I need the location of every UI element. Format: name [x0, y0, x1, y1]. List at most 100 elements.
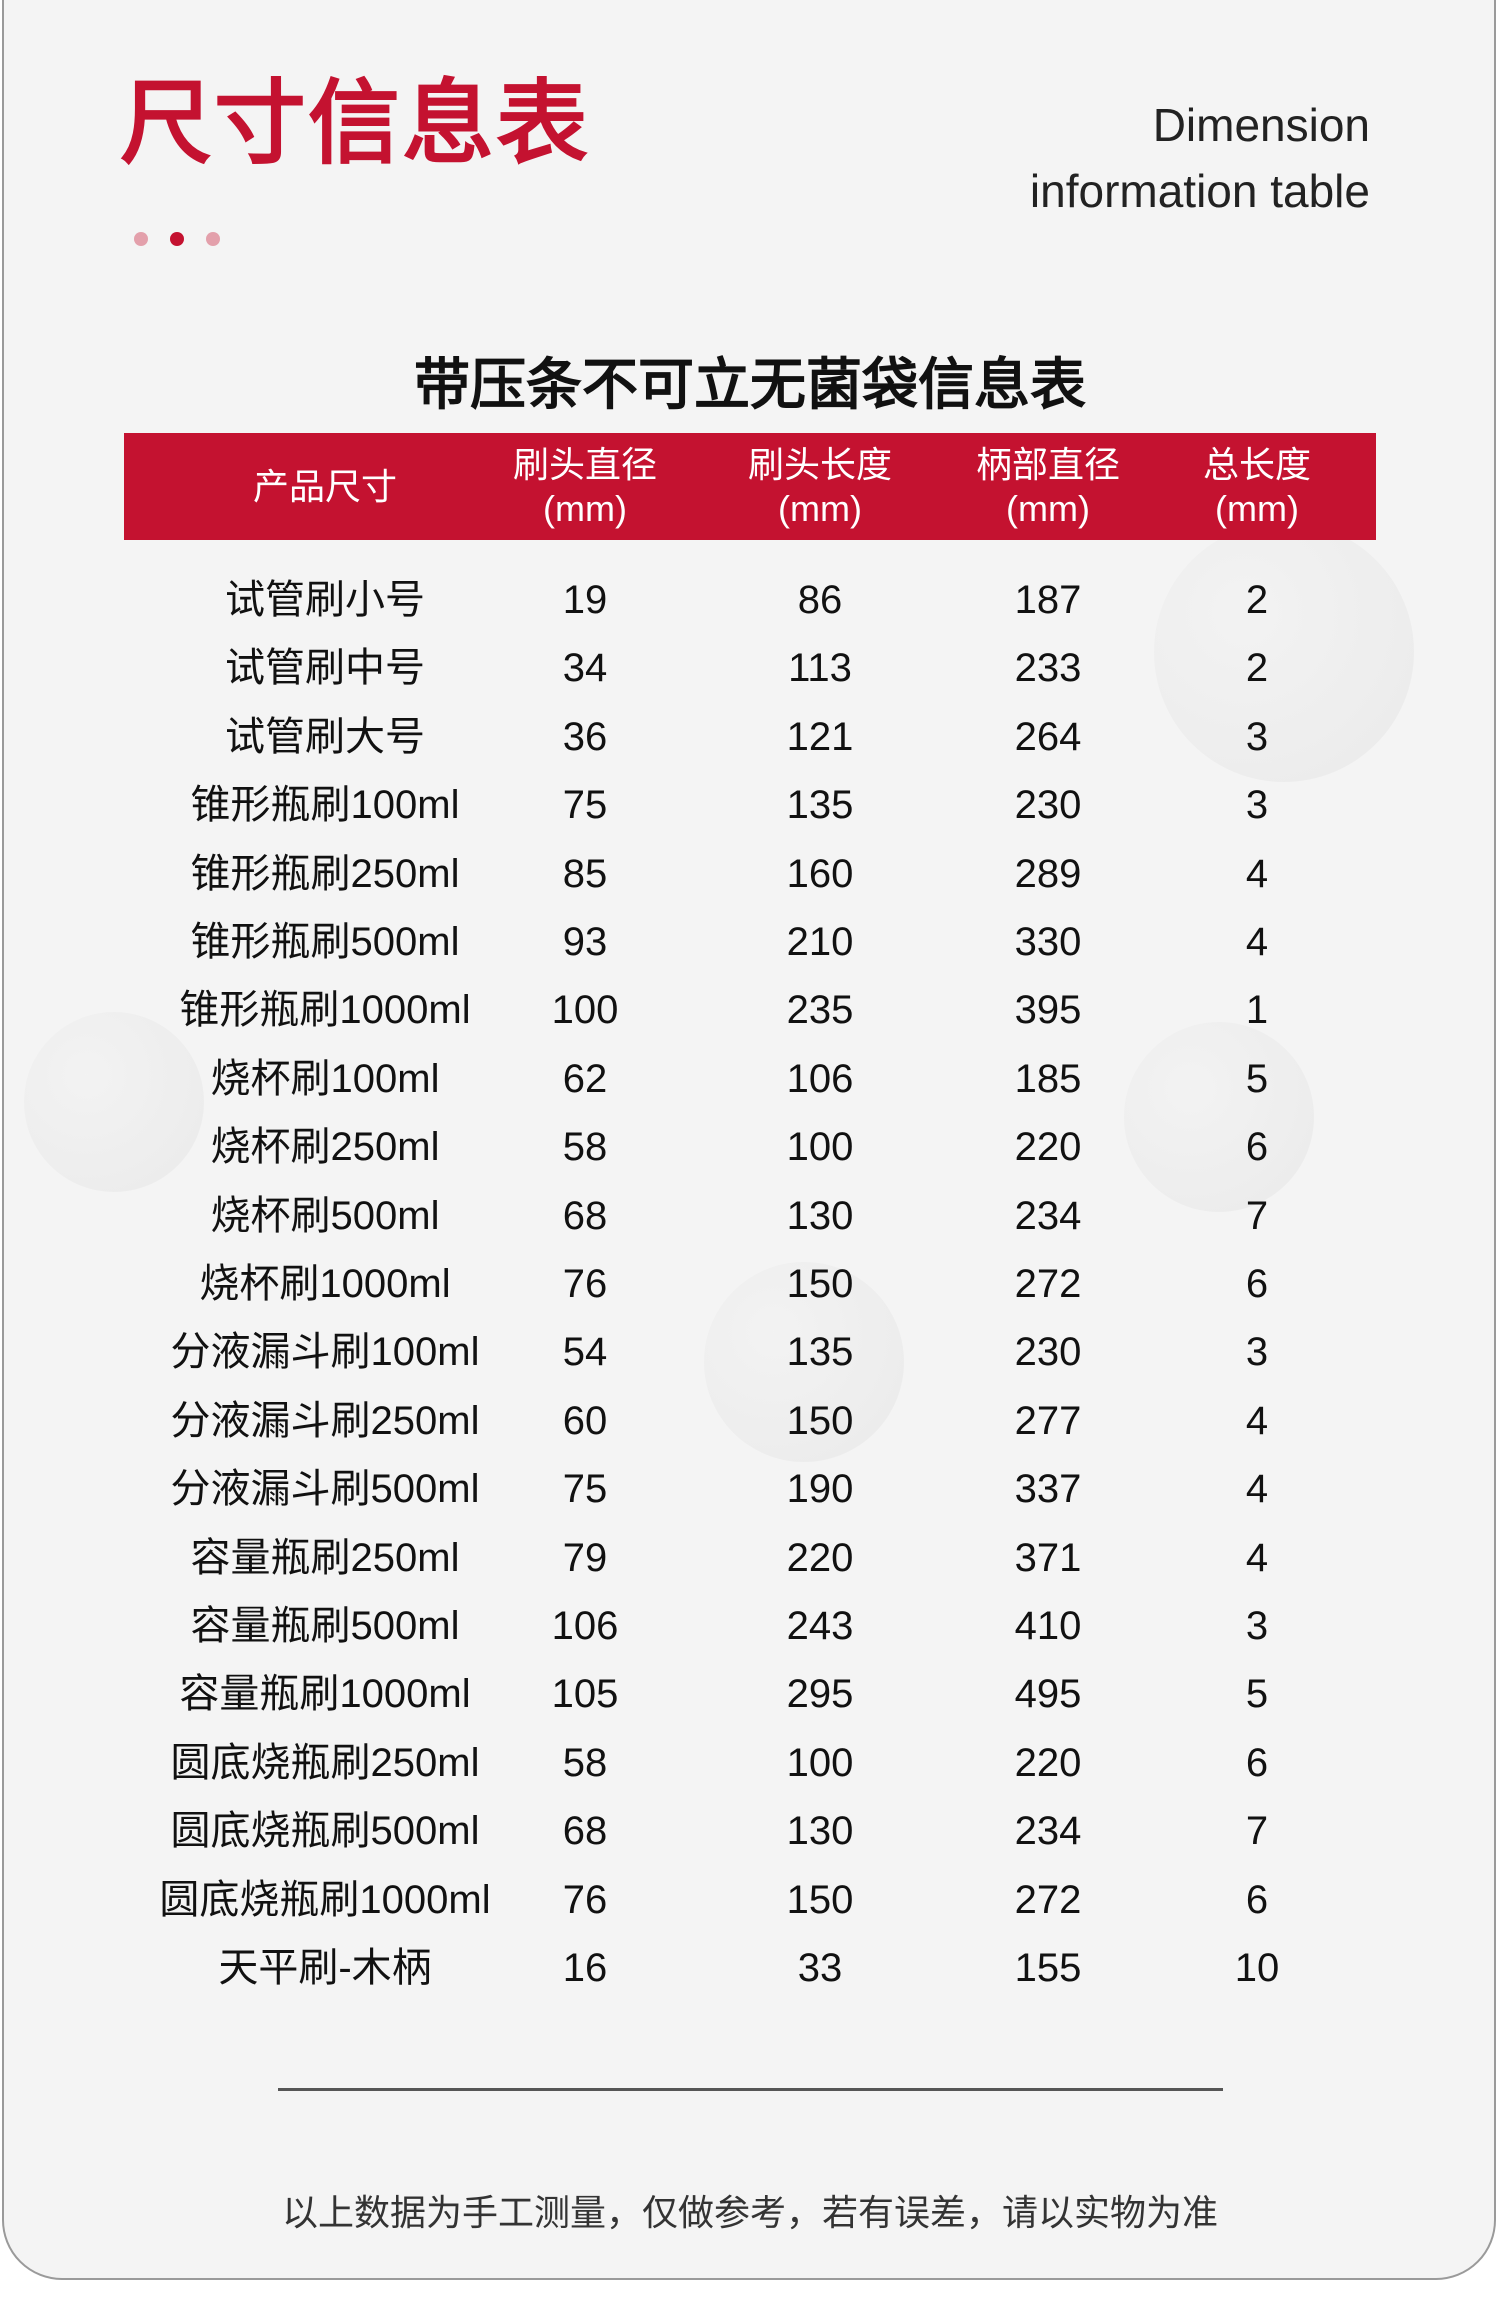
value-cell: 3	[1245, 1604, 1269, 1648]
english-title-line2: information table	[1029, 165, 1370, 217]
value-cell: 68	[562, 1809, 608, 1854]
value-cell: 235	[786, 988, 854, 1033]
value-cell: 234	[1014, 1809, 1082, 1854]
value-cell: 272	[1014, 1262, 1082, 1306]
table-row: 锥形瓶刷500ml 93 210 330 4	[0, 908, 1500, 976]
product-name-cell: 分液漏斗刷100ml	[170, 1330, 480, 1375]
value-cell: 289	[1014, 851, 1082, 896]
value-cell: 121	[786, 714, 854, 759]
value-cell: 4	[1245, 1535, 1269, 1580]
product-name-cell: 分液漏斗刷500ml	[170, 1467, 480, 1512]
column-header: 产品尺寸	[253, 433, 397, 540]
value-cell: 60	[562, 1398, 608, 1443]
column-header-label: 刷头直径	[512, 443, 658, 485]
table-row: 烧杯刷500ml 68 130 234 7	[0, 1182, 1500, 1250]
product-name-cell: 锥形瓶刷100ml	[190, 783, 460, 828]
product-name-cell: 烧杯刷100ml	[210, 1056, 440, 1101]
table-row: 烧杯刷1000ml 76 150 272 6	[0, 1250, 1500, 1318]
value-cell: 410	[1014, 1604, 1082, 1648]
value-cell: 1	[1245, 988, 1269, 1033]
footer-note: 以上数据为手工测量，仅做参考，若有误差，请以实物为准	[281, 2192, 1218, 2233]
info-card	[2, 0, 1496, 2280]
product-name-cell: 烧杯刷250ml	[210, 1125, 440, 1170]
table-row: 锥形瓶刷1000ml 100 235 395 1	[0, 976, 1500, 1044]
value-cell: 100	[786, 1125, 854, 1170]
value-cell: 495	[1014, 1672, 1082, 1717]
table-row: 容量瓶刷250ml 79 220 371 4	[0, 1524, 1500, 1592]
value-cell: 76	[562, 1262, 608, 1306]
column-header: 柄部直径 (mm)	[976, 433, 1120, 540]
value-cell: 4	[1245, 920, 1269, 964]
table-row: 容量瓶刷500ml 106 243 410 3	[0, 1592, 1500, 1660]
value-cell: 105	[551, 1672, 619, 1717]
product-name-cell: 试管刷中号	[225, 646, 425, 691]
page-title: 尺寸信息表	[120, 73, 591, 175]
english-title: Dimension information table	[1030, 92, 1370, 224]
value-cell: 230	[1014, 1330, 1082, 1375]
table-row: 圆底烧瓶刷1000ml 76 150 272 6	[0, 1866, 1500, 1934]
value-cell: 6	[1245, 1877, 1269, 1922]
table-row: 试管刷小号 19 86 187 2	[0, 566, 1500, 634]
value-cell: 93	[562, 920, 608, 964]
table-row: 烧杯刷250ml 58 100 220 6	[0, 1113, 1500, 1181]
product-name-cell: 分液漏斗刷250ml	[170, 1398, 480, 1443]
value-cell: 272	[1014, 1877, 1082, 1922]
value-cell: 395	[1014, 988, 1082, 1033]
value-cell: 75	[562, 783, 608, 828]
value-cell: 58	[562, 1740, 608, 1785]
product-name-cell: 烧杯刷500ml	[210, 1193, 440, 1238]
value-cell: 160	[786, 851, 854, 896]
product-name-cell: 天平刷-木柄	[218, 1946, 432, 1990]
product-name-cell: 容量瓶刷500ml	[190, 1604, 460, 1648]
value-cell: 150	[786, 1262, 854, 1306]
table-row: 圆底烧瓶刷500ml 68 130 234 7	[0, 1797, 1500, 1865]
value-cell: 54	[562, 1330, 608, 1375]
value-cell: 100	[786, 1740, 854, 1785]
value-cell: 230	[1014, 783, 1082, 828]
value-cell: 62	[562, 1056, 608, 1101]
table-row: 圆底烧瓶刷250ml 58 100 220 6	[0, 1729, 1500, 1797]
column-header-label: 产品尺寸	[252, 465, 398, 507]
column-header-label: 柄部直径	[975, 443, 1121, 485]
value-cell: 3	[1245, 714, 1269, 759]
value-cell: 75	[562, 1467, 608, 1512]
product-name-cell: 锥形瓶刷250ml	[190, 851, 460, 896]
value-cell: 58	[562, 1125, 608, 1170]
value-cell: 150	[786, 1877, 854, 1922]
value-cell: 371	[1014, 1535, 1082, 1580]
value-cell: 264	[1014, 714, 1082, 759]
column-header-unit: (mm)	[1006, 487, 1090, 529]
value-cell: 4	[1245, 851, 1269, 896]
table-title: 带压条不可立无菌袋信息表	[414, 353, 1086, 416]
value-cell: 76	[562, 1877, 608, 1922]
decorative-dots	[134, 232, 220, 246]
value-cell: 4	[1245, 1467, 1269, 1512]
column-header-label: 总长度	[1202, 443, 1312, 485]
table-row: 试管刷大号 36 121 264 3	[0, 703, 1500, 771]
product-name-cell: 锥形瓶刷500ml	[190, 920, 460, 964]
value-cell: 68	[562, 1193, 608, 1238]
value-cell: 7	[1245, 1193, 1269, 1238]
column-header-unit: (mm)	[778, 487, 862, 529]
value-cell: 7	[1245, 1809, 1269, 1854]
dot-icon	[170, 232, 184, 246]
table-row: 分液漏斗刷100ml 54 135 230 3	[0, 1318, 1500, 1386]
table-row: 分液漏斗刷250ml 60 150 277 4	[0, 1387, 1500, 1455]
table-header: 产品尺寸 刷头直径 (mm) 刷头长度 (mm) 柄部直径 (mm) 总长度 (mm)	[124, 433, 1376, 540]
value-cell: 234	[1014, 1193, 1082, 1238]
value-cell: 85	[562, 851, 608, 896]
column-header-unit: (mm)	[1215, 487, 1299, 529]
table-row: 天平刷-木柄 16 33 155 10	[0, 1934, 1500, 2002]
value-cell: 5	[1245, 1056, 1269, 1101]
english-title-line1: Dimension	[1152, 99, 1370, 151]
value-cell: 185	[1014, 1056, 1082, 1101]
table-row: 烧杯刷100ml 62 106 185 5	[0, 1045, 1500, 1113]
value-cell: 233	[1014, 646, 1082, 691]
column-header: 刷头直径 (mm)	[513, 433, 657, 540]
product-name-cell: 烧杯刷1000ml	[199, 1262, 451, 1306]
table-row: 容量瓶刷1000ml 105 295 495 5	[0, 1660, 1500, 1728]
product-name-cell: 锥形瓶刷1000ml	[179, 988, 471, 1033]
value-cell: 6	[1245, 1262, 1269, 1306]
value-cell: 2	[1245, 578, 1269, 622]
value-cell: 86	[797, 578, 843, 622]
